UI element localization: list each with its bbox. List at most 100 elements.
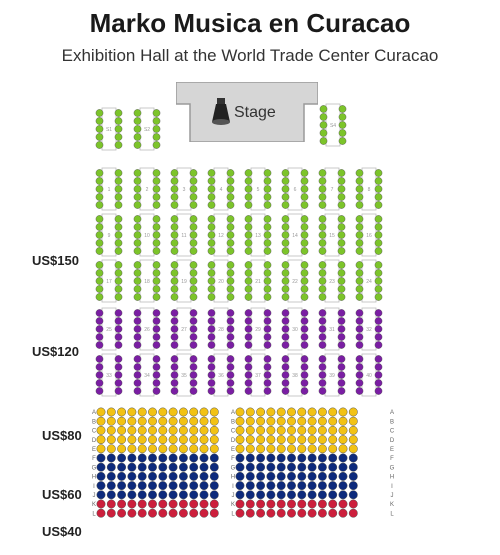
seat[interactable] <box>276 481 286 491</box>
seat[interactable] <box>117 471 127 481</box>
seat[interactable] <box>244 231 253 239</box>
seat[interactable] <box>374 317 383 325</box>
seat[interactable] <box>96 407 106 417</box>
seat[interactable] <box>178 425 188 435</box>
seat[interactable] <box>106 471 116 481</box>
seat[interactable] <box>189 193 198 201</box>
seat[interactable] <box>276 499 286 509</box>
seat[interactable] <box>114 215 123 223</box>
seat[interactable] <box>256 425 266 435</box>
seat[interactable] <box>95 363 104 371</box>
seat[interactable] <box>355 325 364 333</box>
seat[interactable] <box>133 309 142 317</box>
seat[interactable] <box>133 109 142 117</box>
seat[interactable] <box>137 462 147 472</box>
seat[interactable] <box>114 285 123 293</box>
seat[interactable] <box>300 333 309 341</box>
seat[interactable] <box>338 490 348 500</box>
seat[interactable] <box>189 363 198 371</box>
table-31[interactable]: 31 <box>318 307 346 351</box>
seat[interactable] <box>133 169 142 177</box>
seat[interactable] <box>207 247 216 255</box>
seat[interactable] <box>152 177 161 185</box>
seat[interactable] <box>256 471 266 481</box>
seat[interactable] <box>374 379 383 387</box>
seat[interactable] <box>281 333 290 341</box>
seat[interactable] <box>319 105 328 113</box>
seat[interactable] <box>338 435 348 445</box>
seat[interactable] <box>114 141 123 149</box>
seat[interactable] <box>337 317 346 325</box>
seat[interactable] <box>127 444 137 454</box>
seat[interactable] <box>96 481 106 491</box>
seat[interactable] <box>178 444 188 454</box>
seat[interactable] <box>207 285 216 293</box>
seat[interactable] <box>178 453 188 463</box>
seat[interactable] <box>300 247 309 255</box>
seat[interactable] <box>168 416 178 426</box>
seat[interactable] <box>226 247 235 255</box>
seat[interactable] <box>199 462 209 472</box>
seat[interactable] <box>189 387 198 395</box>
seat[interactable] <box>95 185 104 193</box>
seat[interactable] <box>355 247 364 255</box>
seat[interactable] <box>170 277 179 285</box>
seat[interactable] <box>117 416 127 426</box>
table-17[interactable]: 17 <box>95 259 123 303</box>
seat[interactable] <box>207 277 216 285</box>
seat[interactable] <box>96 425 106 435</box>
seat[interactable] <box>168 453 178 463</box>
seat[interactable] <box>244 333 253 341</box>
seat[interactable] <box>95 125 104 133</box>
seat[interactable] <box>168 481 178 491</box>
seat[interactable] <box>178 435 188 445</box>
seat[interactable] <box>95 223 104 231</box>
seat[interactable] <box>245 416 255 426</box>
seat[interactable] <box>95 277 104 285</box>
seat[interactable] <box>348 508 358 518</box>
seat[interactable] <box>355 223 364 231</box>
seat[interactable] <box>263 363 272 371</box>
seat[interactable] <box>137 508 147 518</box>
seat[interactable] <box>209 481 219 491</box>
seat[interactable] <box>170 363 179 371</box>
seat[interactable] <box>337 223 346 231</box>
seat[interactable] <box>189 201 198 209</box>
seat[interactable] <box>152 341 161 349</box>
seat[interactable] <box>209 499 219 509</box>
seat[interactable] <box>199 490 209 500</box>
seat[interactable] <box>337 231 346 239</box>
seat[interactable] <box>355 239 364 247</box>
seat[interactable] <box>170 177 179 185</box>
seat[interactable] <box>114 277 123 285</box>
seat[interactable] <box>374 371 383 379</box>
seat[interactable] <box>297 481 307 491</box>
seat[interactable] <box>244 325 253 333</box>
seat[interactable] <box>106 499 116 509</box>
seat[interactable] <box>152 261 161 269</box>
seat[interactable] <box>114 185 123 193</box>
seat[interactable] <box>297 490 307 500</box>
seat[interactable] <box>235 416 245 426</box>
seat[interactable] <box>244 239 253 247</box>
seat[interactable] <box>137 490 147 500</box>
seat[interactable] <box>207 231 216 239</box>
seat[interactable] <box>148 416 157 426</box>
seat[interactable] <box>281 355 290 363</box>
seat[interactable] <box>226 355 235 363</box>
seat[interactable] <box>374 231 383 239</box>
seat[interactable] <box>95 333 104 341</box>
seat[interactable] <box>318 317 327 325</box>
seat[interactable] <box>178 490 188 500</box>
seat[interactable] <box>318 177 327 185</box>
seat[interactable] <box>170 201 179 209</box>
seat[interactable] <box>245 444 255 454</box>
seat[interactable] <box>199 453 209 463</box>
seat[interactable] <box>199 444 209 454</box>
seat[interactable] <box>338 121 347 129</box>
seat[interactable] <box>300 185 309 193</box>
table-39[interactable]: 39 <box>318 353 346 397</box>
seat[interactable] <box>318 285 327 293</box>
seat[interactable] <box>189 169 198 177</box>
seat[interactable] <box>355 177 364 185</box>
